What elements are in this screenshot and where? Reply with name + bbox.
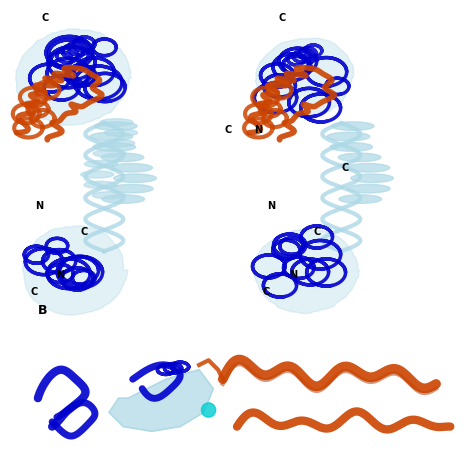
- Text: C: C: [30, 286, 38, 297]
- Polygon shape: [16, 29, 131, 125]
- Text: C: C: [81, 227, 88, 237]
- Ellipse shape: [101, 140, 135, 147]
- Text: N: N: [35, 201, 43, 211]
- Ellipse shape: [338, 153, 381, 162]
- Text: C: C: [225, 125, 232, 135]
- Text: N: N: [267, 201, 275, 211]
- Ellipse shape: [84, 161, 118, 168]
- Text: N: N: [56, 270, 65, 280]
- Ellipse shape: [110, 164, 153, 172]
- Text: N: N: [254, 125, 263, 135]
- Ellipse shape: [92, 192, 126, 199]
- Text: C: C: [278, 13, 286, 23]
- Ellipse shape: [330, 143, 373, 151]
- Ellipse shape: [81, 171, 114, 178]
- Text: B: B: [38, 304, 47, 317]
- Text: C: C: [263, 286, 270, 297]
- Ellipse shape: [100, 119, 133, 126]
- Polygon shape: [255, 38, 354, 118]
- Polygon shape: [109, 370, 213, 431]
- Text: C: C: [341, 163, 349, 173]
- Ellipse shape: [102, 195, 145, 203]
- Ellipse shape: [114, 174, 156, 182]
- Ellipse shape: [94, 122, 137, 130]
- Ellipse shape: [101, 153, 144, 162]
- Text: C: C: [41, 13, 49, 23]
- Ellipse shape: [90, 132, 133, 141]
- Ellipse shape: [347, 164, 390, 172]
- Circle shape: [201, 403, 216, 417]
- Ellipse shape: [104, 129, 137, 137]
- Ellipse shape: [347, 184, 390, 193]
- Text: N: N: [289, 270, 297, 280]
- Ellipse shape: [331, 122, 374, 130]
- Ellipse shape: [84, 182, 117, 189]
- Ellipse shape: [351, 174, 393, 182]
- Ellipse shape: [339, 195, 382, 203]
- Ellipse shape: [93, 143, 136, 151]
- Ellipse shape: [110, 184, 153, 193]
- Polygon shape: [23, 226, 128, 315]
- Ellipse shape: [327, 132, 370, 141]
- Text: C: C: [313, 227, 320, 237]
- Ellipse shape: [93, 150, 126, 157]
- Polygon shape: [254, 229, 360, 314]
